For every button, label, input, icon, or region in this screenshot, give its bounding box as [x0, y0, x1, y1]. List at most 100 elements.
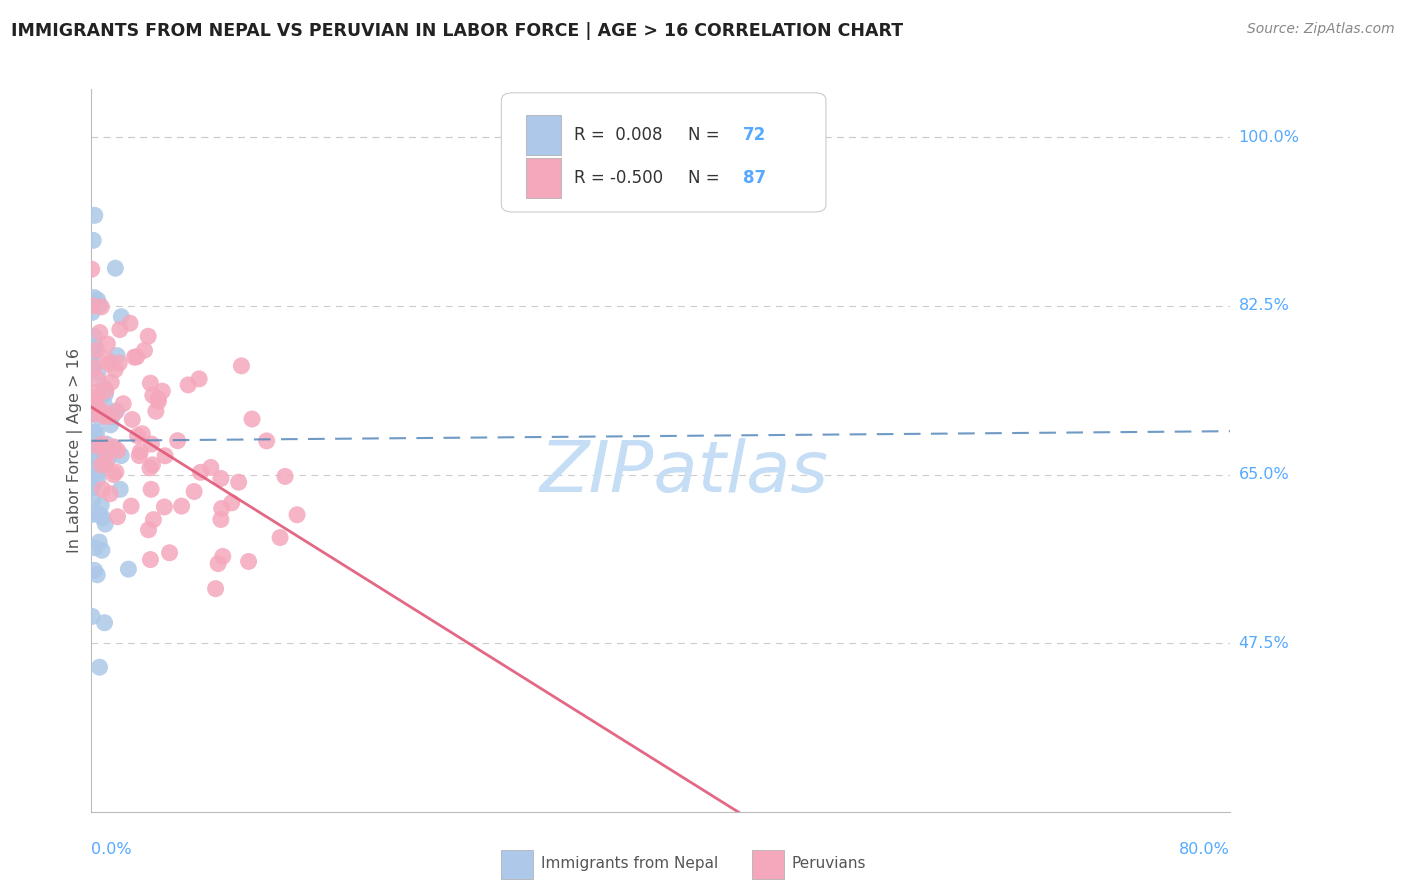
Point: [82, 403, 104, 417]
Text: 72: 72: [742, 126, 766, 144]
Point: [141, 458, 163, 472]
Point: [89, 326, 111, 340]
Point: [96, 437, 118, 451]
Point: [285, 508, 308, 522]
Point: [98, 487, 121, 501]
Point: [209, 512, 232, 526]
Point: [110, 449, 132, 463]
Point: [188, 372, 211, 386]
Point: [170, 499, 193, 513]
Text: 47.5%: 47.5%: [1239, 636, 1289, 650]
Point: [82, 401, 104, 415]
Point: [87, 439, 110, 453]
Point: [121, 412, 143, 426]
Point: [86, 399, 108, 413]
Text: Peruvians: Peruvians: [792, 856, 866, 871]
Point: [83, 406, 105, 420]
Point: [90, 543, 112, 558]
Point: [82, 492, 104, 507]
FancyBboxPatch shape: [502, 93, 825, 212]
Point: [94, 384, 117, 398]
Point: [83, 291, 105, 305]
Point: [96, 337, 118, 351]
Point: [94, 517, 117, 532]
Point: [82, 480, 104, 494]
Point: [83, 425, 105, 440]
Point: [128, 449, 150, 463]
Y-axis label: In Labor Force | Age > 16: In Labor Force | Age > 16: [67, 348, 83, 553]
Point: [82, 359, 104, 373]
Point: [90, 300, 112, 314]
Point: [207, 557, 229, 571]
Point: [145, 404, 167, 418]
Point: [96, 446, 118, 460]
Point: [240, 412, 263, 426]
Point: [82, 361, 104, 376]
Point: [104, 405, 127, 419]
Point: [190, 465, 212, 479]
Point: [83, 208, 105, 222]
Point: [82, 609, 104, 624]
Point: [134, 343, 156, 358]
Point: [139, 552, 162, 566]
Text: N =: N =: [688, 126, 725, 144]
Point: [91, 437, 114, 451]
Point: [97, 357, 120, 371]
Point: [127, 428, 149, 442]
Point: [86, 390, 108, 404]
Point: [150, 384, 173, 399]
FancyBboxPatch shape: [502, 850, 533, 879]
Point: [124, 350, 146, 364]
Text: 0.0%: 0.0%: [91, 842, 132, 857]
Point: [96, 352, 118, 367]
Point: [86, 385, 108, 400]
Point: [100, 375, 122, 389]
Point: [82, 436, 104, 450]
Point: [148, 394, 170, 409]
Point: [86, 472, 108, 486]
Point: [80, 350, 103, 364]
Point: [80, 428, 103, 442]
Point: [91, 404, 114, 418]
Point: [82, 469, 104, 483]
Text: R =  0.008: R = 0.008: [574, 126, 662, 144]
Point: [86, 464, 108, 478]
Point: [177, 378, 200, 392]
Point: [83, 401, 105, 415]
Point: [93, 380, 115, 394]
Point: [80, 392, 103, 407]
Point: [86, 401, 108, 416]
Point: [141, 437, 163, 451]
Point: [87, 465, 110, 479]
Point: [105, 349, 128, 363]
Point: [90, 455, 112, 469]
Point: [204, 582, 226, 596]
Point: [89, 660, 111, 674]
Point: [105, 403, 128, 417]
Point: [93, 615, 115, 630]
Point: [183, 484, 205, 499]
Point: [153, 500, 176, 514]
Point: [211, 501, 233, 516]
Point: [131, 426, 153, 441]
Point: [100, 417, 122, 432]
Point: [86, 425, 108, 440]
Point: [120, 499, 142, 513]
Point: [104, 261, 127, 276]
Point: [80, 477, 103, 491]
Point: [83, 425, 105, 439]
Point: [80, 262, 103, 277]
Point: [231, 359, 253, 373]
Point: [89, 535, 111, 549]
Point: [82, 344, 104, 359]
FancyBboxPatch shape: [526, 158, 561, 198]
Point: [86, 372, 108, 386]
FancyBboxPatch shape: [526, 115, 561, 154]
Point: [108, 322, 131, 336]
Point: [89, 462, 111, 476]
Point: [104, 363, 127, 377]
Point: [82, 342, 104, 356]
Point: [91, 510, 114, 524]
Point: [87, 293, 110, 307]
Point: [97, 450, 120, 465]
